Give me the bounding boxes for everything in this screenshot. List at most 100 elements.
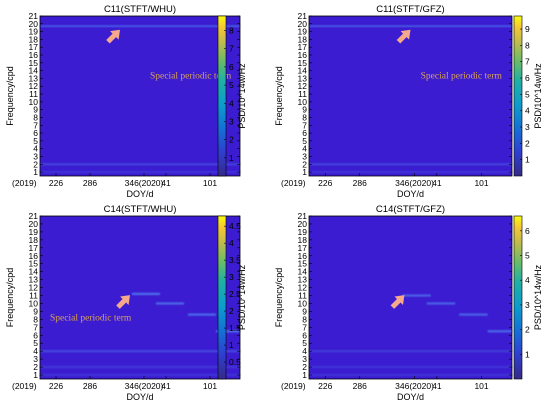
y-tick-label: 6 xyxy=(302,128,307,138)
y-tick-label: 13 xyxy=(298,275,308,285)
x-tick-label: 286 xyxy=(353,381,367,391)
heatmap-background xyxy=(309,16,512,176)
y-tick-label: 3 xyxy=(33,354,38,364)
x-tick-label: (2019) xyxy=(281,381,306,391)
y-tick-label: 15 xyxy=(29,259,39,269)
y-tick-label: 13 xyxy=(29,73,39,83)
heatmap-feature-3 xyxy=(40,373,240,377)
colorbar-tick-label: 4.5 xyxy=(229,221,241,231)
colorbar-tick-label: 3.5 xyxy=(229,255,241,265)
heatmap-background xyxy=(40,16,240,176)
heatmap-drift-2 xyxy=(426,302,456,305)
y-tick-label: 11 xyxy=(298,291,307,301)
heatmap-feature-1 xyxy=(309,350,512,353)
x-tick-label: 346(2020) xyxy=(395,178,434,188)
y-tick-label: 7 xyxy=(33,322,38,332)
y-tick-label: 15 xyxy=(298,259,308,269)
arrow-icon xyxy=(116,295,130,309)
arrow-icon xyxy=(390,295,405,309)
y-tick-label: 11 xyxy=(298,89,307,99)
annotation-text: Special periodic term xyxy=(50,313,132,323)
y-tick-label: 18 xyxy=(29,235,39,245)
colorbar-tick-label: 4 xyxy=(229,98,234,108)
y-tick-label: 20 xyxy=(29,19,39,29)
y-tick-label: 10 xyxy=(298,97,308,107)
y-tick-label: 1 xyxy=(33,167,38,177)
y-tick-label: 8 xyxy=(302,314,307,324)
y-tick-label: 3 xyxy=(33,151,38,161)
y-tick-label: 18 xyxy=(298,235,308,245)
x-tick-label: 41 xyxy=(432,381,442,391)
y-tick-label: 5 xyxy=(302,136,307,146)
plot-frame xyxy=(39,215,241,380)
y-tick-label: 16 xyxy=(29,251,39,261)
colorbar-tick-label: 0.5 xyxy=(229,357,241,367)
heatmap-drift-4 xyxy=(487,330,512,333)
arrow-icon xyxy=(396,29,411,44)
colorbar-tick-label: 1 xyxy=(229,340,234,350)
y-tick-label: 14 xyxy=(298,267,308,277)
colorbar-tick-label: 4 xyxy=(229,238,234,248)
colorbar-tick-label: 1.5 xyxy=(229,323,241,333)
colorbar-tick-label: 4 xyxy=(525,106,530,116)
heatmap-background xyxy=(40,216,240,379)
x-tick-label: 346(2020) xyxy=(125,381,164,391)
heatmap-drift-3 xyxy=(188,313,216,316)
y-tick-label: 7 xyxy=(302,120,307,130)
x-tick-label: 41 xyxy=(161,178,171,188)
colorbar-tick-label: 6 xyxy=(525,226,530,236)
heatmap-feature-2 xyxy=(309,170,512,174)
y-tick-label: 13 xyxy=(298,73,308,83)
y-tick-label: 14 xyxy=(298,66,308,76)
x-tick-label: 226 xyxy=(49,381,63,391)
y-tick-label: 7 xyxy=(33,120,38,130)
y-tick-label: 10 xyxy=(298,298,308,308)
x-tick-label: 226 xyxy=(318,381,332,391)
colorbar xyxy=(513,15,523,177)
panel-3: C14(STFT/WHU)123456789101112131415161718… xyxy=(5,204,247,402)
panel-2: C11(STFT/GFZ)123456789101112131415161718… xyxy=(274,4,543,199)
x-tick-label: 41 xyxy=(432,178,442,188)
colorbar-tick-label: 5 xyxy=(229,80,234,90)
colorbar-tick-label: 2 xyxy=(525,138,530,148)
x-axis-label: DOY/d xyxy=(397,189,424,199)
x-axis-label: DOY/d xyxy=(397,392,424,402)
colorbar-tick-label: 2 xyxy=(525,325,530,335)
colorbar-tick-label: 3 xyxy=(229,272,234,282)
y-tick-label: 10 xyxy=(29,298,39,308)
y-tick-label: 5 xyxy=(302,338,307,348)
x-tick-label: 101 xyxy=(203,178,217,188)
y-tick-label: 18 xyxy=(29,34,39,44)
y-axis-label: Frequency/cpd xyxy=(274,268,284,328)
x-tick-label: 286 xyxy=(83,178,97,188)
y-tick-label: 2 xyxy=(33,159,38,169)
colorbar-tick-label: 9 xyxy=(525,24,530,34)
heatmap-background xyxy=(309,216,512,379)
colorbar-tick-label: 8 xyxy=(525,40,530,50)
y-tick-label: 9 xyxy=(302,306,307,316)
heatmap-feature-2 xyxy=(309,365,512,369)
x-tick-label: 286 xyxy=(353,178,367,188)
y-axis-label: Frequency/cpd xyxy=(274,66,284,126)
y-tick-label: 8 xyxy=(33,314,38,324)
y-tick-label: 21 xyxy=(298,211,308,221)
colorbar-label: PSD/10^14w/Hz xyxy=(237,63,247,129)
y-tick-label: 1 xyxy=(302,167,307,177)
y-tick-label: 5 xyxy=(33,338,38,348)
heatmap-drift-4 xyxy=(216,330,240,333)
y-tick-label: 3 xyxy=(302,354,307,364)
heatmap-drift-2 xyxy=(156,302,184,305)
y-tick-label: 17 xyxy=(298,243,308,253)
colorbar-tick-label: 6 xyxy=(525,73,530,83)
colorbar-label: PSD/10^14w/Hz xyxy=(237,264,247,330)
y-tick-label: 3 xyxy=(302,151,307,161)
heatmap-drift-3 xyxy=(459,313,488,316)
y-axis-label: Frequency/cpd xyxy=(5,268,15,328)
y-tick-label: 16 xyxy=(298,251,308,261)
arrow-icon xyxy=(106,29,120,44)
y-tick-label: 20 xyxy=(298,219,308,229)
y-tick-label: 14 xyxy=(29,267,39,277)
colorbar-tick-label: 5 xyxy=(525,251,530,261)
colorbar-tick-label: 7 xyxy=(525,57,530,67)
